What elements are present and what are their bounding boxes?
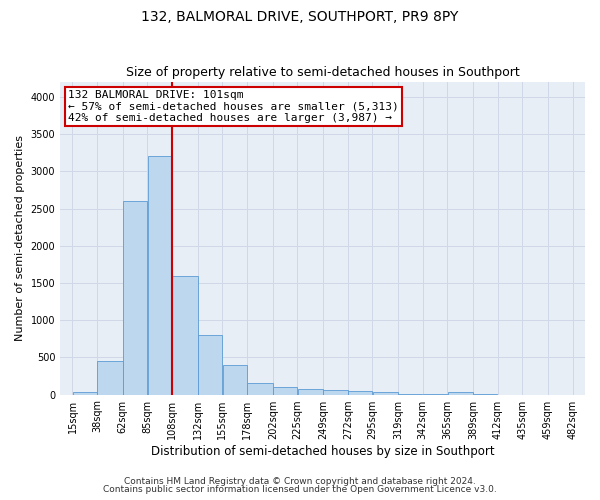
Bar bbox=[273, 387, 297, 394]
Bar bbox=[373, 392, 398, 394]
Bar bbox=[172, 276, 197, 394]
Y-axis label: Number of semi-detached properties: Number of semi-detached properties bbox=[15, 136, 25, 342]
Bar bbox=[323, 390, 347, 394]
Text: Contains public sector information licensed under the Open Government Licence v3: Contains public sector information licen… bbox=[103, 485, 497, 494]
Text: Contains HM Land Registry data © Crown copyright and database right 2024.: Contains HM Land Registry data © Crown c… bbox=[124, 477, 476, 486]
Bar bbox=[247, 384, 272, 394]
Bar bbox=[198, 335, 222, 394]
X-axis label: Distribution of semi-detached houses by size in Southport: Distribution of semi-detached houses by … bbox=[151, 444, 494, 458]
Bar bbox=[298, 388, 323, 394]
Bar bbox=[148, 156, 172, 394]
Bar bbox=[123, 201, 147, 394]
Text: 132, BALMORAL DRIVE, SOUTHPORT, PR9 8PY: 132, BALMORAL DRIVE, SOUTHPORT, PR9 8PY bbox=[142, 10, 458, 24]
Text: 132 BALMORAL DRIVE: 101sqm
← 57% of semi-detached houses are smaller (5,313)
42%: 132 BALMORAL DRIVE: 101sqm ← 57% of semi… bbox=[68, 90, 399, 123]
Bar bbox=[223, 365, 247, 394]
Bar bbox=[348, 391, 372, 394]
Bar bbox=[448, 392, 473, 394]
Bar bbox=[97, 361, 122, 394]
Bar bbox=[73, 392, 97, 394]
Title: Size of property relative to semi-detached houses in Southport: Size of property relative to semi-detach… bbox=[126, 66, 520, 80]
